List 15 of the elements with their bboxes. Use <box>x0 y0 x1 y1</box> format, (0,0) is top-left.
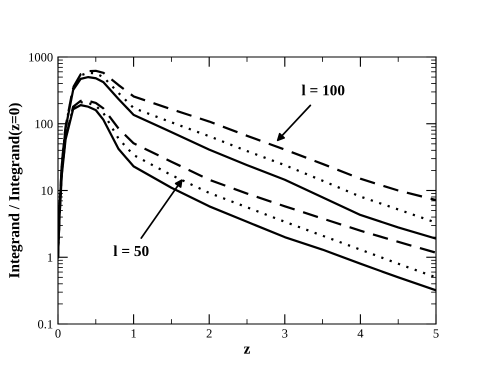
y-tick-label: 10 <box>42 186 53 195</box>
x-tick-label: 1 <box>132 329 136 338</box>
y-tick-label: 100 <box>35 120 53 128</box>
x-tick-label: 4 <box>358 329 364 338</box>
x-axis-title: z <box>244 346 250 354</box>
annotation: l = 50 <box>114 245 149 256</box>
x-tick-label: 2 <box>206 329 212 338</box>
y-tick-label: 0.1 <box>38 320 52 329</box>
x-tick-label: 0 <box>55 329 61 338</box>
y-tick-label: 1000 <box>29 53 53 62</box>
y-axis-title: Integrand / Integrand(z=0) <box>8 103 23 278</box>
x-tick-label: 3 <box>282 329 288 338</box>
x-tick-label: 5 <box>434 329 439 338</box>
y-tick-label: 1 <box>48 253 52 262</box>
annotation: l = 100 <box>302 84 344 96</box>
